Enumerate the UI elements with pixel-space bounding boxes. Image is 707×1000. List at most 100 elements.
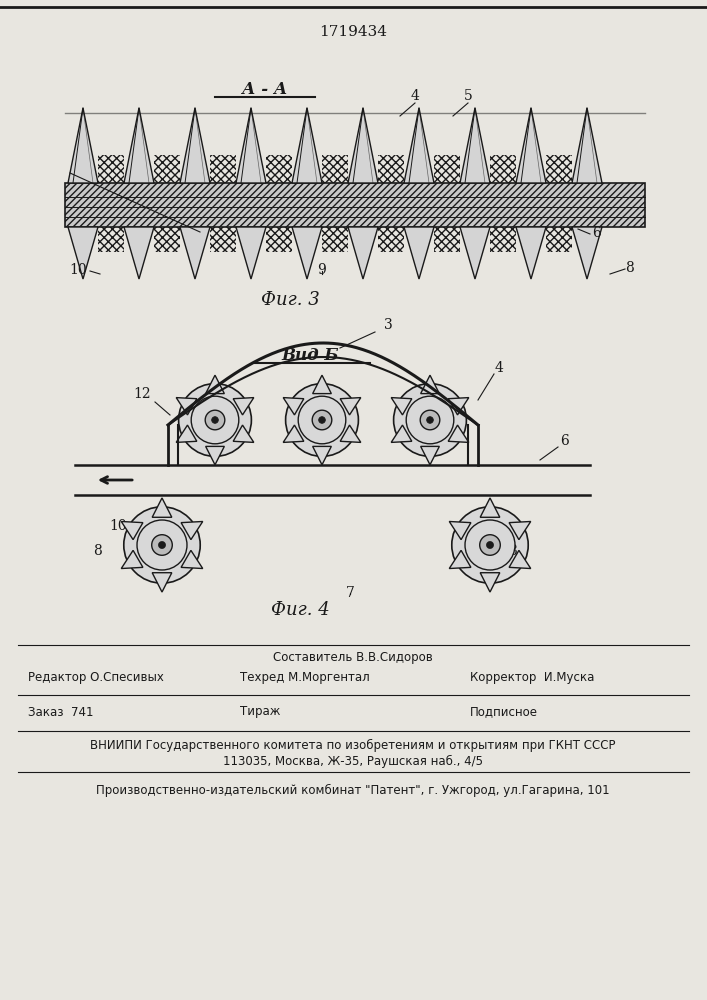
Polygon shape <box>448 425 469 442</box>
Text: Тираж: Тираж <box>240 706 281 718</box>
Polygon shape <box>340 425 361 442</box>
Text: Производственно-издательский комбинат "Патент", г. Ужгород, ул.Гагарина, 101: Производственно-издательский комбинат "П… <box>96 783 610 797</box>
Circle shape <box>286 384 358 456</box>
Text: 4: 4 <box>495 361 504 375</box>
Polygon shape <box>68 108 98 183</box>
Polygon shape <box>404 108 434 183</box>
Text: А - А: А - А <box>243 82 288 99</box>
Circle shape <box>394 384 467 456</box>
Bar <box>266 155 292 183</box>
Circle shape <box>158 541 165 549</box>
Polygon shape <box>176 398 197 415</box>
Text: Фиг. 3: Фиг. 3 <box>261 291 320 309</box>
Polygon shape <box>233 425 254 442</box>
Bar <box>210 227 236 252</box>
Polygon shape <box>284 398 304 415</box>
Circle shape <box>452 507 528 583</box>
Text: Вид Б: Вид Б <box>281 347 339 363</box>
Text: 5: 5 <box>464 89 472 103</box>
Polygon shape <box>509 550 531 569</box>
Text: 8: 8 <box>625 261 633 275</box>
Circle shape <box>205 410 225 430</box>
Polygon shape <box>181 550 203 569</box>
Polygon shape <box>516 108 546 183</box>
Bar <box>154 155 180 183</box>
Text: Подписное: Подписное <box>470 706 538 718</box>
Text: 4: 4 <box>411 89 419 103</box>
Polygon shape <box>284 425 304 442</box>
Text: Корректор  И.Муска: Корректор И.Муска <box>470 672 595 684</box>
Polygon shape <box>460 227 490 279</box>
Polygon shape <box>391 425 411 442</box>
Polygon shape <box>180 108 210 183</box>
Text: 7: 7 <box>346 586 354 600</box>
Polygon shape <box>124 108 154 183</box>
Text: Фиг. 4: Фиг. 4 <box>271 601 329 619</box>
Bar <box>210 155 236 183</box>
Polygon shape <box>340 398 361 415</box>
Polygon shape <box>180 227 210 279</box>
Bar <box>434 155 460 183</box>
Bar <box>490 155 516 183</box>
Polygon shape <box>480 573 500 592</box>
Polygon shape <box>152 498 172 517</box>
Circle shape <box>486 541 493 549</box>
Circle shape <box>420 410 440 430</box>
Circle shape <box>191 396 239 444</box>
Polygon shape <box>572 108 602 183</box>
Polygon shape <box>122 521 143 540</box>
Polygon shape <box>348 227 378 279</box>
Polygon shape <box>404 227 434 279</box>
Polygon shape <box>68 227 98 279</box>
Polygon shape <box>460 108 490 183</box>
Polygon shape <box>181 521 203 540</box>
Text: 10: 10 <box>109 519 127 533</box>
Text: 1719434: 1719434 <box>319 25 387 39</box>
Text: 113035, Москва, Ж-35, Раушская наб., 4/5: 113035, Москва, Ж-35, Раушская наб., 4/5 <box>223 754 483 768</box>
Polygon shape <box>516 227 546 279</box>
Polygon shape <box>449 550 471 569</box>
Text: 8: 8 <box>508 544 517 558</box>
Circle shape <box>426 417 433 423</box>
Bar <box>98 155 124 183</box>
Circle shape <box>319 417 325 423</box>
Polygon shape <box>421 446 439 465</box>
Polygon shape <box>348 108 378 183</box>
Bar <box>546 155 572 183</box>
Polygon shape <box>572 227 602 279</box>
Text: Заказ  741: Заказ 741 <box>28 706 93 718</box>
Text: 6: 6 <box>592 226 601 240</box>
Circle shape <box>137 520 187 570</box>
Polygon shape <box>124 227 154 279</box>
Circle shape <box>465 520 515 570</box>
Text: 6: 6 <box>560 434 568 448</box>
Circle shape <box>124 507 200 583</box>
Polygon shape <box>122 550 143 569</box>
Circle shape <box>152 535 173 555</box>
Polygon shape <box>236 227 266 279</box>
Text: 8: 8 <box>93 544 103 558</box>
Polygon shape <box>292 108 322 183</box>
Circle shape <box>480 535 501 555</box>
Polygon shape <box>480 498 500 517</box>
Polygon shape <box>236 108 266 183</box>
Text: Техред М.Моргентал: Техред М.Моргентал <box>240 672 370 684</box>
Bar <box>546 227 572 252</box>
Circle shape <box>179 384 252 456</box>
Polygon shape <box>312 375 332 394</box>
Polygon shape <box>312 446 332 465</box>
Circle shape <box>312 410 332 430</box>
Bar <box>378 227 404 252</box>
Bar <box>322 227 348 252</box>
Polygon shape <box>206 446 224 465</box>
Polygon shape <box>509 521 531 540</box>
Bar <box>65 183 645 227</box>
Polygon shape <box>233 398 254 415</box>
Polygon shape <box>448 398 469 415</box>
Bar <box>434 227 460 252</box>
Circle shape <box>407 396 454 444</box>
Text: 10: 10 <box>69 263 87 277</box>
Polygon shape <box>421 375 439 394</box>
Text: ВНИИПИ Государственного комитета по изобретениям и открытиям при ГКНТ СССР: ВНИИПИ Государственного комитета по изоб… <box>90 738 616 752</box>
Polygon shape <box>152 573 172 592</box>
